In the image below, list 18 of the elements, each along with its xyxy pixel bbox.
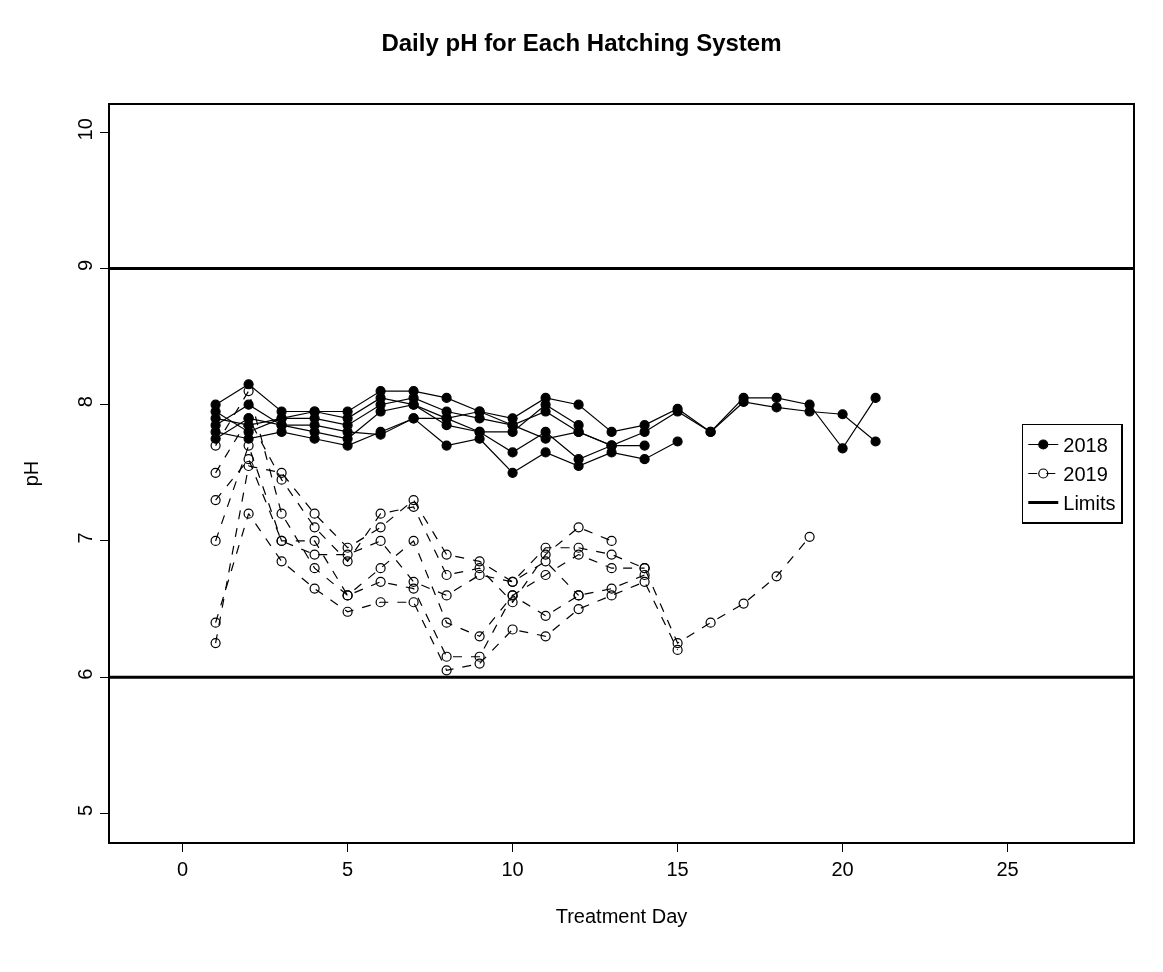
legend-label: 2018 — [1063, 434, 1108, 457]
x-tick-label: 20 — [831, 857, 854, 880]
x-axis-title: Treatment Day — [555, 904, 688, 927]
legend-label: Limits — [1063, 492, 1116, 515]
y-tick-label: 10 — [74, 118, 97, 141]
x-tick-label: 15 — [666, 857, 689, 880]
x-tick-label: 10 — [501, 857, 524, 880]
y-tick-label: 7 — [74, 532, 97, 544]
y-tick-label: 9 — [74, 259, 97, 272]
chart-title: Daily pH for Each Hatching System — [381, 28, 782, 56]
x-tick-label: 5 — [342, 857, 354, 880]
y-tick-label: 8 — [74, 396, 97, 408]
y-axis-title: pH — [20, 460, 43, 487]
y-tick-label: 6 — [74, 668, 97, 680]
x-tick-label: 0 — [177, 857, 189, 880]
legend-label: 2019 — [1063, 463, 1108, 486]
y-tick-label: 5 — [74, 804, 97, 816]
x-tick-label: 25 — [996, 857, 1019, 880]
